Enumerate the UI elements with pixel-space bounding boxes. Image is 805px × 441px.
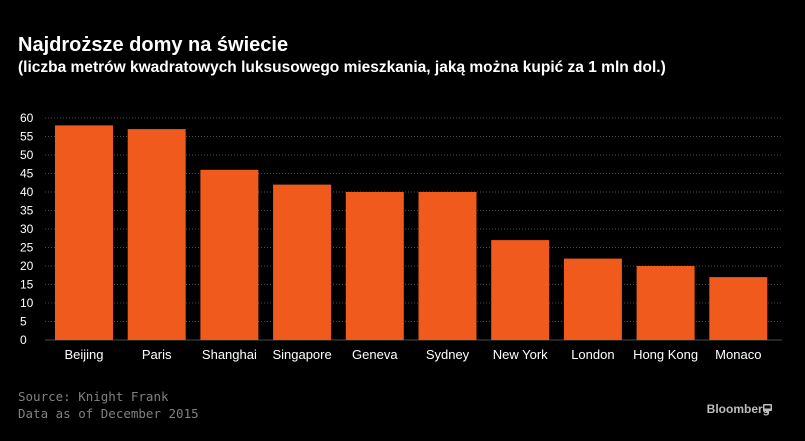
- x-tick-label: Geneva: [352, 347, 398, 362]
- y-tick-label: 5: [20, 315, 27, 329]
- y-tick-label: 35: [20, 204, 34, 218]
- bar: [491, 240, 550, 340]
- x-tick-label: Singapore: [272, 347, 331, 362]
- source-text: Source: Knight Frank: [18, 389, 169, 404]
- chart-title: Najdroższe domy na świecie: [18, 34, 289, 56]
- y-tick-label: 20: [20, 259, 34, 273]
- bar: [345, 192, 404, 340]
- x-tick-label: Hong Kong: [633, 347, 698, 362]
- y-tick-label: 40: [20, 185, 34, 199]
- source-note: Source: Knight Frank Data as of December…: [18, 388, 199, 422]
- x-tick-label: London: [571, 347, 614, 362]
- y-tick-label: 0: [20, 333, 27, 347]
- x-tick-label: Paris: [142, 347, 172, 362]
- y-tick-label: 55: [20, 130, 34, 144]
- y-tick-label: 10: [20, 296, 34, 310]
- bar: [200, 169, 259, 340]
- x-tick-label: Monaco: [715, 347, 761, 362]
- bar: [709, 277, 768, 340]
- bar: [273, 184, 332, 340]
- y-tick-label: 25: [20, 241, 34, 255]
- bar: [55, 125, 113, 341]
- bloomberg-terminal-icon: [763, 404, 772, 413]
- date-note: Data as of December 2015: [18, 406, 199, 421]
- bar: [636, 266, 695, 340]
- bar: [418, 192, 477, 340]
- x-tick-label: New York: [493, 347, 548, 362]
- y-tick-label: 30: [20, 222, 34, 236]
- y-tick-label: 45: [20, 167, 34, 181]
- x-tick-label: Sydney: [426, 347, 470, 362]
- brand-logo: Bloomberg: [706, 402, 770, 416]
- chart-subtitle: (liczba metrów kwadratowych luksusowego …: [18, 59, 666, 76]
- x-tick-label: Shanghai: [202, 347, 257, 362]
- title-block: Najdroższe domy na świecie (liczba metró…: [18, 34, 666, 77]
- bar: [127, 129, 186, 340]
- y-tick-label: 15: [20, 278, 34, 292]
- bar: [563, 258, 622, 340]
- x-tick-label: Beijing: [64, 347, 103, 362]
- y-tick-label: 60: [20, 111, 34, 125]
- y-tick-label: 50: [20, 148, 34, 162]
